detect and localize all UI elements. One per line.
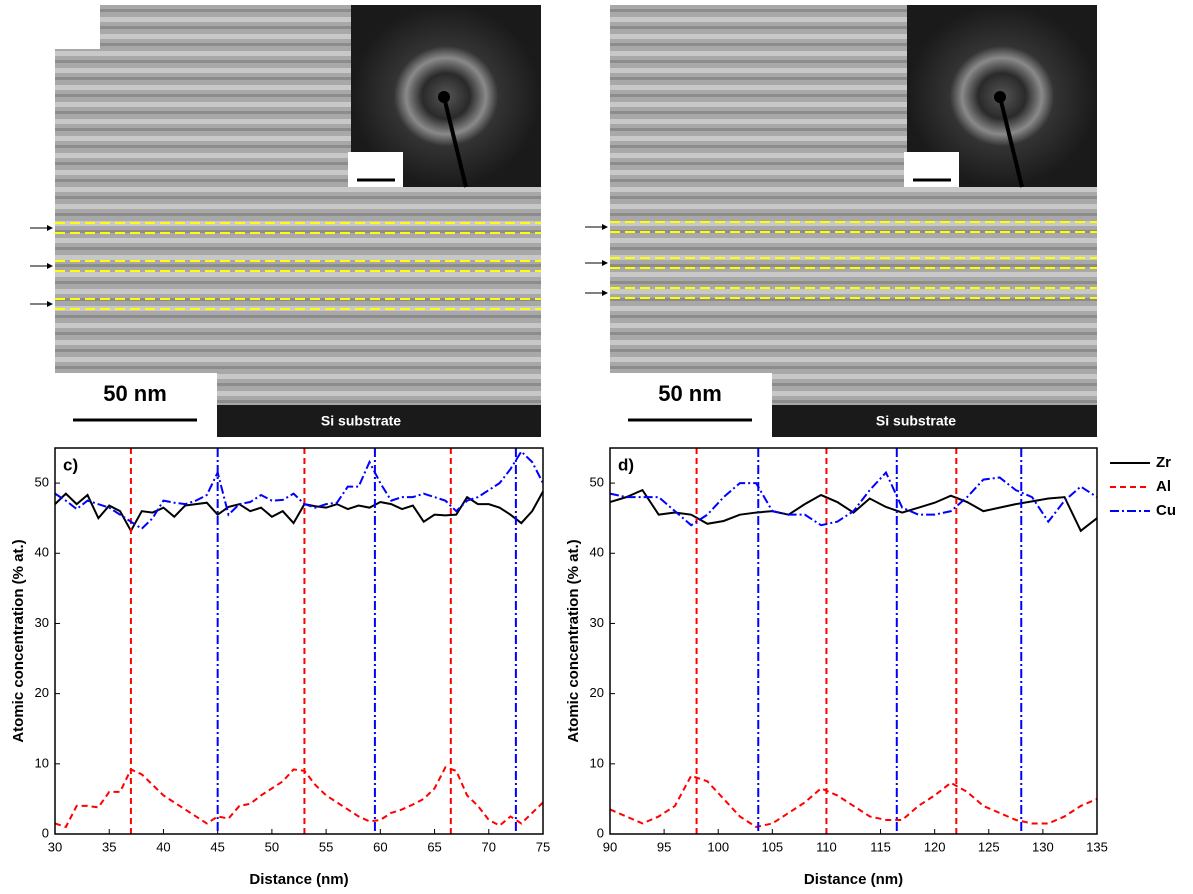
series-line	[54, 766, 544, 829]
x-tick-label: 35	[102, 839, 116, 854]
y-tick-label: 50	[35, 475, 49, 490]
plot-frame	[54, 447, 544, 835]
series-line	[54, 491, 544, 533]
arrow-head	[602, 290, 608, 296]
substrate-label: Si substrate	[876, 413, 956, 429]
y-tick-label: 50	[590, 475, 604, 490]
x-tick-label: 115	[870, 839, 891, 854]
y-tick-label: 0	[42, 825, 49, 840]
scale-box	[55, 373, 217, 437]
x-tick-label: 100	[707, 839, 729, 854]
x-axis-label: Distance (nm)	[249, 871, 348, 888]
plot-frame	[609, 447, 1098, 835]
panel-label: d)	[618, 455, 634, 474]
notch	[55, 5, 100, 49]
y-tick-label: 0	[597, 825, 604, 840]
y-axis-label: Atomic concentration (% at.)	[10, 539, 27, 742]
panel-label: c)	[63, 455, 78, 474]
y-tick-label: 10	[35, 755, 49, 770]
x-tick-label: 70	[482, 839, 496, 854]
y-tick-label: 20	[35, 685, 49, 700]
arrow-head	[602, 224, 608, 230]
x-tick-label: 110	[816, 839, 837, 854]
inset-scale-box	[904, 152, 959, 187]
x-tick-label: 95	[657, 839, 671, 854]
arrow-head	[47, 225, 53, 231]
x-tick-label: 75	[536, 839, 550, 854]
series-line	[609, 774, 1098, 829]
x-tick-label: 40	[156, 839, 170, 854]
legend-label: Al	[1156, 478, 1171, 495]
y-tick-label: 40	[35, 545, 49, 560]
legend-label: Zr	[1156, 454, 1171, 471]
substrate-label: Si substrate	[321, 413, 401, 429]
beam-stop	[442, 96, 468, 188]
y-axis-label: Atomic concentration (% at.)	[565, 539, 582, 742]
y-tick-label: 20	[590, 685, 604, 700]
y-tick-label: 10	[590, 755, 604, 770]
series-line	[54, 449, 544, 530]
beam-stop-tip	[438, 91, 450, 103]
x-tick-label: 90	[603, 839, 617, 854]
beam-stop	[998, 96, 1024, 188]
x-tick-label: 135	[1086, 839, 1108, 854]
scale-label: 50 nm	[658, 381, 722, 406]
y-tick-label: 30	[590, 615, 604, 630]
x-tick-label: 130	[1032, 839, 1054, 854]
beam-stop-tip	[994, 91, 1006, 103]
scale-box	[610, 373, 772, 437]
arrow-head	[47, 301, 53, 307]
x-tick-label: 125	[978, 839, 1000, 854]
x-tick-label: 45	[210, 839, 224, 854]
arrow-head	[602, 260, 608, 266]
x-tick-label: 30	[48, 839, 62, 854]
x-tick-label: 50	[265, 839, 279, 854]
x-tick-label: 55	[319, 839, 333, 854]
scale-label: 50 nm	[103, 381, 167, 406]
arrow-head	[47, 263, 53, 269]
series-line	[609, 470, 1098, 527]
x-tick-label: 105	[761, 839, 783, 854]
series-line	[609, 488, 1098, 533]
legend-label: Cu	[1156, 502, 1176, 519]
substrate	[772, 405, 1097, 437]
x-tick-label: 120	[924, 839, 946, 854]
y-tick-label: 30	[35, 615, 49, 630]
inset-scale-box	[348, 152, 403, 187]
x-tick-label: 65	[427, 839, 441, 854]
y-tick-label: 40	[590, 545, 604, 560]
x-axis-label: Distance (nm)	[804, 871, 903, 888]
substrate	[217, 405, 541, 437]
x-tick-label: 60	[373, 839, 387, 854]
